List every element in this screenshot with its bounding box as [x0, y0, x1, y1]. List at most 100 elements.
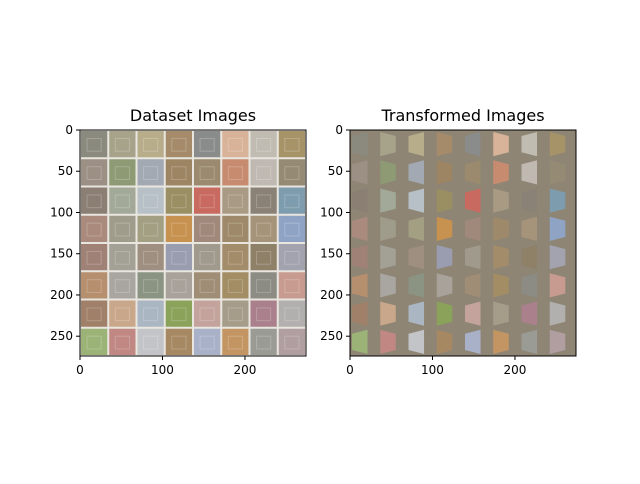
transformed-image-tile	[465, 160, 481, 185]
image-tile	[250, 244, 277, 271]
transformed-image-tile	[436, 160, 453, 185]
image-tile	[109, 272, 136, 299]
transformed-image-tile	[352, 160, 368, 185]
transformed-image-tile	[352, 188, 368, 213]
dataset-x-tick-label: 0	[76, 363, 84, 377]
image-tile	[194, 131, 221, 158]
transformed-images-axes: Transformed Images 0 100 200 0 50 100 150 200 250	[320, 106, 577, 377]
transformed-image-tile	[352, 216, 368, 241]
dataset-x-tick-label: 100	[151, 363, 174, 377]
image-tile	[278, 300, 305, 327]
dataset-title: Dataset Images	[130, 106, 256, 125]
image-tile	[81, 328, 108, 355]
transformed-image-tile	[521, 329, 538, 354]
image-tile	[222, 244, 249, 271]
transformed-y-tick-label: 150	[320, 247, 343, 261]
image-tile	[137, 300, 164, 327]
transformed-image-tile	[493, 160, 509, 185]
image-tile	[278, 244, 305, 271]
transformed-title: Transformed Images	[380, 106, 544, 125]
image-tile	[137, 328, 164, 355]
transformed-x-tick-label: 100	[421, 363, 444, 377]
transformed-image-tile	[408, 301, 425, 326]
image-tile	[137, 244, 164, 271]
image-tile	[194, 300, 221, 327]
image-tile	[278, 159, 305, 186]
transformed-image-tile	[493, 132, 509, 157]
image-tile	[165, 244, 192, 271]
image-tile	[137, 272, 164, 299]
transformed-image-tile	[436, 132, 453, 157]
image-tile	[165, 159, 192, 186]
image-tile	[137, 131, 164, 158]
transformed-image-tile	[549, 301, 566, 326]
transformed-image-tile	[380, 216, 396, 241]
transformed-x-tick-label: 200	[504, 363, 527, 377]
transformed-image-tile	[436, 216, 453, 241]
transformed-image-tile	[465, 301, 481, 326]
transformed-image-tile	[521, 160, 538, 185]
image-tile	[109, 328, 136, 355]
transformed-image-tile	[436, 273, 453, 298]
image-tile	[165, 131, 192, 158]
transformed-image-tile	[549, 160, 566, 185]
image-tile	[222, 272, 249, 299]
transformed-frame	[349, 129, 577, 357]
image-tile	[194, 187, 221, 214]
dataset-y-tick-label: 50	[58, 164, 73, 178]
transformed-image-tile	[521, 273, 538, 298]
dataset-y-tick-label: 100	[50, 205, 73, 219]
transformed-image-tile	[465, 188, 481, 213]
transformed-image-tile	[436, 329, 453, 354]
transformed-image-tile	[465, 245, 481, 270]
transformed-image-tile	[493, 301, 509, 326]
transformed-image-tile	[408, 188, 425, 213]
image-tile	[109, 159, 136, 186]
transformed-image-tile	[521, 245, 538, 270]
transformed-image-tile	[493, 245, 509, 270]
transformed-image-tile	[436, 301, 453, 326]
transformed-image-tile	[493, 329, 509, 354]
image-tile	[278, 272, 305, 299]
transformed-image-tile	[465, 132, 481, 157]
transformed-image-tile	[465, 273, 481, 298]
image-tile	[250, 215, 277, 242]
transformed-image-tile	[549, 245, 566, 270]
image-tile	[250, 159, 277, 186]
image-tile	[278, 215, 305, 242]
image-tile	[194, 328, 221, 355]
transformed-image-tile	[352, 273, 368, 298]
image-tile	[222, 159, 249, 186]
transformed-image-tile	[521, 132, 538, 157]
image-tile	[278, 328, 305, 355]
dataset-frame	[79, 129, 307, 357]
image-tile	[250, 272, 277, 299]
transformed-image-tile	[408, 132, 425, 157]
image-tile	[81, 244, 108, 271]
transformed-image-tile	[408, 329, 425, 354]
transformed-image-tile	[493, 216, 509, 241]
transformed-image-tile	[549, 188, 566, 213]
transformed-image-tile	[493, 273, 509, 298]
transformed-image-tile	[465, 329, 481, 354]
transformed-y-tick-label: 100	[320, 205, 343, 219]
image-tile	[222, 328, 249, 355]
dataset-y-tick-label: 200	[50, 288, 73, 302]
transformed-image-tile	[408, 273, 425, 298]
image-tile	[165, 187, 192, 214]
transformed-image-tile	[380, 273, 396, 298]
image-tile	[165, 272, 192, 299]
image-tile	[278, 187, 305, 214]
transformed-y-tick-label: 200	[320, 288, 343, 302]
transformed-image-tile	[380, 301, 396, 326]
image-tile	[109, 131, 136, 158]
transformed-image-tile	[549, 273, 566, 298]
image-tile	[222, 131, 249, 158]
image-tile	[165, 300, 192, 327]
image-tile	[222, 187, 249, 214]
transformed-image-tile	[549, 216, 566, 241]
transformed-image-tile	[465, 216, 481, 241]
transformed-image-tile	[408, 216, 425, 241]
dataset-y-tick-label: 0	[65, 123, 73, 137]
